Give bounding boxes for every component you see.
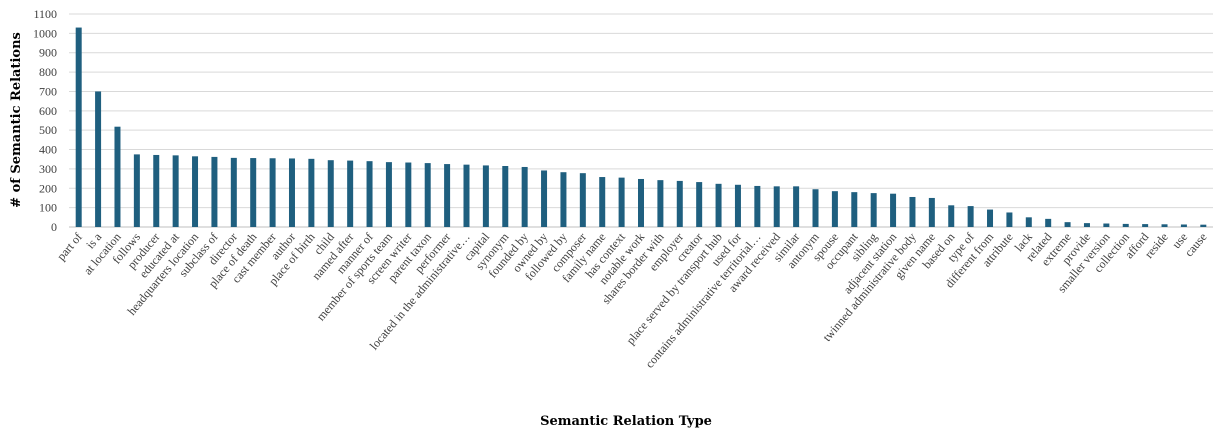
bar xyxy=(948,205,955,227)
bar xyxy=(1083,223,1090,227)
bar xyxy=(890,193,897,227)
gridlines xyxy=(69,13,1213,228)
bar xyxy=(715,183,722,227)
bar xyxy=(1122,223,1129,227)
bar xyxy=(909,196,916,227)
bar xyxy=(618,177,625,227)
bar xyxy=(599,177,606,227)
bar xyxy=(366,161,373,227)
y-tick-label: 1000 xyxy=(33,26,57,40)
bar xyxy=(153,154,160,227)
y-tick-label: 900 xyxy=(39,46,57,60)
y-tick-label: 300 xyxy=(39,162,57,176)
bar xyxy=(831,191,838,227)
y-tick-label: 400 xyxy=(39,143,57,157)
bar xyxy=(1103,223,1110,227)
bar xyxy=(987,209,994,227)
bar xyxy=(424,163,431,227)
bar xyxy=(734,184,741,227)
bar xyxy=(851,192,858,227)
bar xyxy=(95,91,102,227)
bar xyxy=(579,173,586,227)
bar xyxy=(541,170,548,227)
bar xyxy=(1025,217,1032,227)
y-tick-label: 200 xyxy=(39,181,57,195)
bar xyxy=(308,158,315,227)
bar xyxy=(482,165,489,227)
bar xyxy=(133,154,140,227)
bar xyxy=(385,162,392,227)
y-tick-label: 1100 xyxy=(33,7,57,21)
bar xyxy=(502,166,509,227)
bar xyxy=(870,193,877,227)
bar xyxy=(405,162,412,227)
bar xyxy=(347,160,354,227)
bar xyxy=(967,206,974,227)
bar xyxy=(1064,222,1071,227)
bar xyxy=(250,158,257,227)
x-tick-label: cause xyxy=(1182,230,1210,259)
bar xyxy=(327,160,334,227)
y-tick-label: 0 xyxy=(51,220,57,234)
bar xyxy=(638,178,644,227)
y-tick-label: 800 xyxy=(39,65,57,79)
x-tick-label: part of xyxy=(54,230,85,263)
bar xyxy=(560,172,567,227)
bar xyxy=(269,158,276,227)
bar xyxy=(192,156,199,227)
bar xyxy=(114,126,121,227)
y-axis-title: # of Semantic Relations xyxy=(9,32,24,208)
bar xyxy=(230,157,237,227)
bars xyxy=(75,27,1207,227)
bar xyxy=(211,156,218,227)
y-tick-label: 100 xyxy=(39,201,57,215)
bar xyxy=(1180,224,1187,227)
bar xyxy=(928,197,935,227)
y-tick-label: 500 xyxy=(39,123,57,137)
bar xyxy=(172,155,179,227)
bar xyxy=(1161,224,1168,227)
bar xyxy=(812,189,819,227)
y-tick-label: 600 xyxy=(39,104,57,118)
bar xyxy=(75,27,82,227)
bar xyxy=(1045,218,1052,227)
bar xyxy=(1142,224,1149,227)
bar xyxy=(1006,212,1013,227)
bar xyxy=(773,186,780,227)
x-axis-title: Semantic Relation Type xyxy=(540,414,712,429)
bar xyxy=(793,186,800,227)
bar xyxy=(444,164,451,227)
y-tick-label: 700 xyxy=(39,84,57,98)
bar xyxy=(288,158,295,227)
bar xyxy=(676,180,683,227)
bar xyxy=(1200,224,1207,227)
bar xyxy=(463,164,470,227)
y-axis-ticks: 0 100 200 300 400 500 600 700 800 900 1000 1100 xyxy=(33,7,57,234)
bar xyxy=(696,182,703,227)
bar xyxy=(521,166,528,227)
bar xyxy=(657,180,664,227)
bar xyxy=(754,185,761,227)
